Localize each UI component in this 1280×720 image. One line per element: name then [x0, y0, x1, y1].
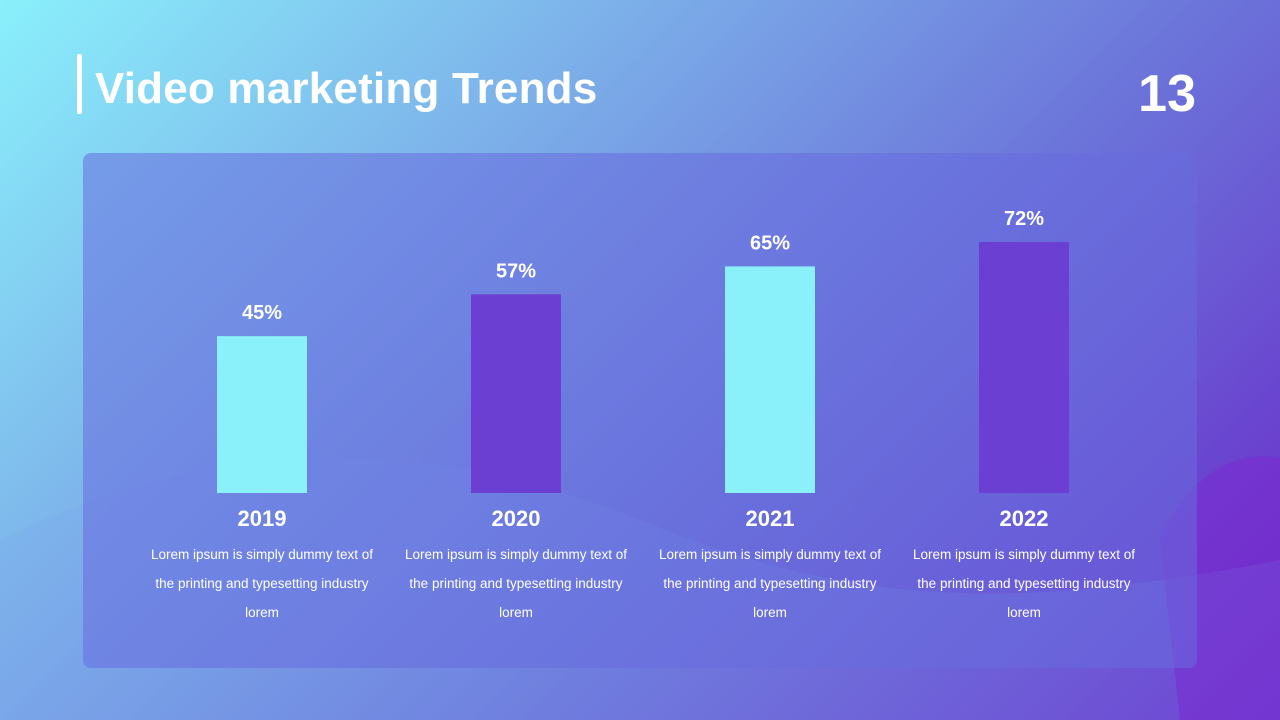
chart-panel: 45% 2019 57% 2020 65% 2021 72% 2022 Lorem ipsum…	[83, 153, 1197, 668]
bar-chart: 45% 2019 57% 2020 65% 2021 72% 2022	[217, 208, 1069, 531]
category-label-2021: 2021	[746, 506, 795, 531]
bar-2021	[725, 266, 815, 493]
description-2020: Lorem ipsum is simply dummy text of the …	[404, 547, 628, 620]
category-label-2022: 2022	[1000, 506, 1049, 531]
bar-2022	[979, 242, 1069, 493]
title-accent-bar	[77, 54, 82, 114]
bar-2020	[471, 294, 561, 493]
data-label-2020: 57%	[496, 260, 536, 282]
bar-2019	[217, 336, 307, 493]
data-label-2019: 45%	[242, 302, 282, 324]
slide-title: Video marketing Trends	[95, 64, 598, 113]
data-label-2022: 72%	[1004, 208, 1044, 230]
description-2022: Lorem ipsum is simply dummy text of the …	[912, 547, 1136, 620]
category-label-2019: 2019	[238, 506, 287, 531]
description-2019: Lorem ipsum is simply dummy text of the …	[150, 547, 374, 620]
page-number: 13	[1138, 65, 1196, 123]
category-label-2020: 2020	[492, 506, 541, 531]
data-label-2021: 65%	[750, 232, 790, 254]
description-2021: Lorem ipsum is simply dummy text of the …	[658, 547, 882, 620]
